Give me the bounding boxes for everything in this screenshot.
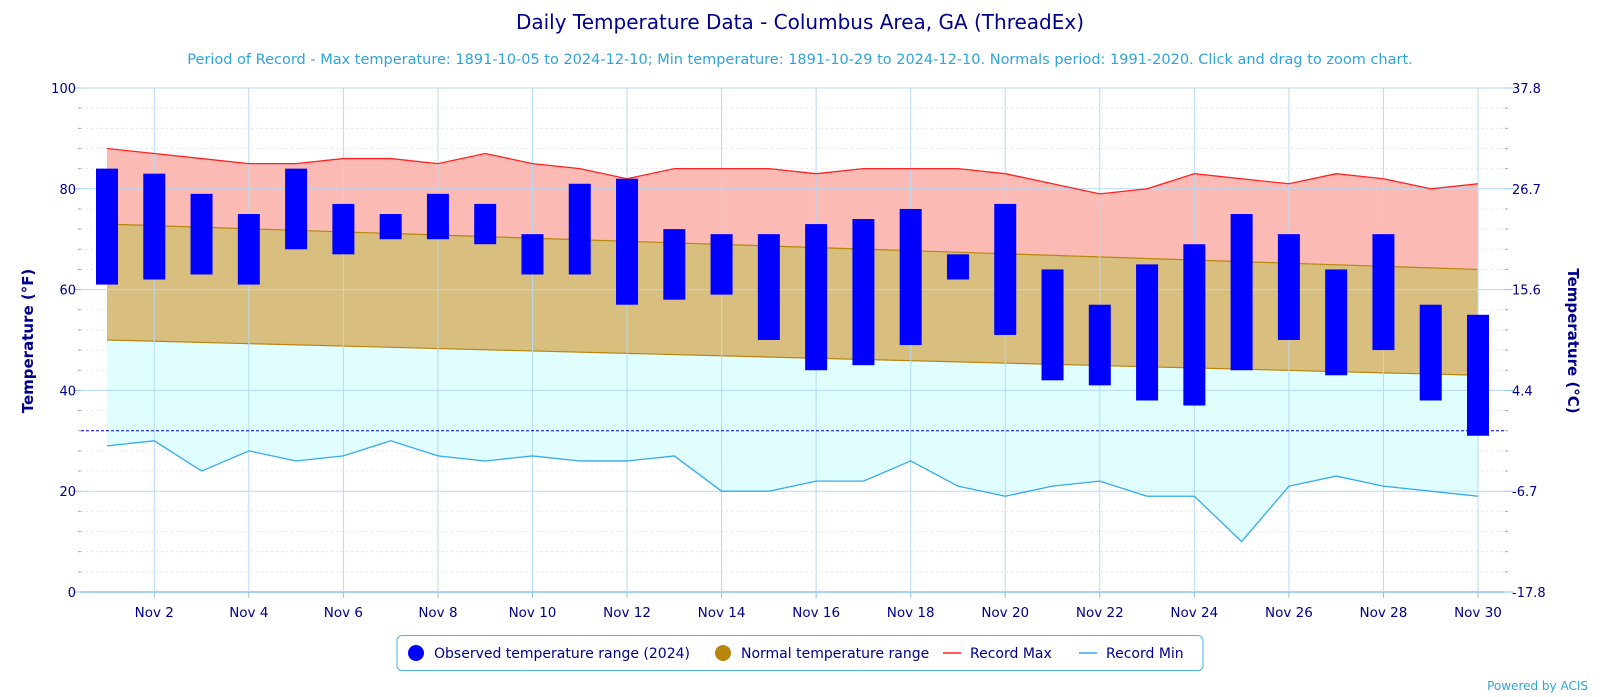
y-axis-label-left: Temperature (°F) xyxy=(19,269,37,414)
y-tick-label-right: -6.7 xyxy=(1512,485,1537,500)
x-tick-label: Nov 4 xyxy=(229,605,268,621)
x-tick-label: Nov 30 xyxy=(1454,605,1502,621)
observed-range-bar[interactable] xyxy=(994,203,1017,335)
legend-marker xyxy=(408,645,424,661)
observed-range-bar[interactable] xyxy=(1325,269,1348,376)
legend-label: Observed temperature range (2024) xyxy=(434,646,690,662)
y-tick-label-right: 26.7 xyxy=(1512,183,1541,198)
x-tick-label: Nov 2 xyxy=(135,605,174,621)
x-tick-label: Nov 22 xyxy=(1076,605,1124,621)
observed-range-bar[interactable] xyxy=(1136,264,1159,401)
normal-range-band xyxy=(107,224,1478,376)
observed-range-bar[interactable] xyxy=(237,214,260,285)
observed-range-bar[interactable] xyxy=(710,234,733,295)
observed-range-bar[interactable] xyxy=(96,168,118,285)
y-tick-label-left: 40 xyxy=(59,384,76,399)
observed-range-bar[interactable] xyxy=(946,254,969,280)
x-tick-label: Nov 28 xyxy=(1360,605,1408,621)
observed-range-bar[interactable] xyxy=(1088,304,1111,386)
legend-marker xyxy=(715,645,731,661)
legend-item-record-max[interactable]: Record Max xyxy=(943,646,1052,662)
x-tick-label: Nov 8 xyxy=(418,605,457,621)
legend-label: Normal temperature range xyxy=(741,646,929,662)
observed-range-bar[interactable] xyxy=(757,234,780,340)
y-tick-label-right: -17.8 xyxy=(1512,586,1546,601)
record-min-line xyxy=(106,440,1479,543)
observed-range-bar[interactable] xyxy=(1419,304,1442,401)
observed-range-bar[interactable] xyxy=(1372,234,1395,351)
chart-title: Daily Temperature Data - Columbus Area, … xyxy=(516,10,1084,34)
legend-label: Record Max xyxy=(970,646,1052,662)
record-max-area xyxy=(107,148,1478,270)
observed-range-bar[interactable] xyxy=(190,193,213,275)
legend-item-record-min[interactable]: Record Min xyxy=(1079,646,1184,662)
observed-range-bar[interactable] xyxy=(521,234,544,275)
y-tick-label-left: 60 xyxy=(59,284,76,299)
observed-range-bar[interactable] xyxy=(805,224,828,371)
y-tick-label-right: 4.4 xyxy=(1512,384,1533,399)
x-tick-label: Nov 26 xyxy=(1265,605,1313,621)
y-tick-label-left: 20 xyxy=(59,485,76,500)
observed-range-bar[interactable] xyxy=(1041,269,1064,381)
x-tick-label: Nov 6 xyxy=(324,605,363,621)
observed-range-bar[interactable] xyxy=(663,229,686,300)
credit-link[interactable]: Powered by ACIS xyxy=(1487,679,1588,693)
y-tick-label-right: 37.8 xyxy=(1512,82,1541,97)
y-axis-label-right: Temperature (°C) xyxy=(1564,268,1582,413)
y-tick-label-left: 0 xyxy=(68,586,76,601)
y-tick-label-right: 15.6 xyxy=(1512,284,1541,299)
observed-range-bar[interactable] xyxy=(379,214,402,240)
legend-item-normal[interactable]: Normal temperature range xyxy=(715,645,929,662)
observed-range-bar[interactable] xyxy=(1230,214,1253,371)
x-tick-label: Nov 18 xyxy=(887,605,935,621)
observed-range-bar[interactable] xyxy=(474,203,497,245)
x-tick-label: Nov 10 xyxy=(509,605,557,621)
observed-range-bar[interactable] xyxy=(1183,244,1206,406)
observed-range-bar[interactable] xyxy=(332,203,355,255)
x-tick-label: Nov 20 xyxy=(981,605,1029,621)
x-tick-label: Nov 16 xyxy=(792,605,840,621)
observed-range-bar[interactable] xyxy=(899,208,922,346)
x-tick-label: Nov 12 xyxy=(603,605,651,621)
observed-range-bar[interactable] xyxy=(285,168,308,250)
x-tick-label: Nov 24 xyxy=(1170,605,1218,621)
record-max-line xyxy=(106,147,1479,195)
observed-range-bar[interactable] xyxy=(616,178,639,305)
legend-label: Record Min xyxy=(1106,646,1184,662)
y-tick-label-left: 80 xyxy=(59,183,76,198)
observed-range-bar[interactable] xyxy=(426,193,449,240)
observed-range-bar[interactable] xyxy=(143,173,166,280)
observed-range-bar[interactable] xyxy=(1277,234,1300,340)
legend-box xyxy=(396,635,1204,671)
legend-item-observed[interactable]: Observed temperature range (2024) xyxy=(408,645,690,662)
chart-subtitle: Period of Record - Max temperature: 1891… xyxy=(187,52,1413,68)
observed-range-bar[interactable] xyxy=(852,219,875,366)
x-tick-label: Nov 14 xyxy=(698,605,746,621)
observed-range-bar[interactable] xyxy=(1467,314,1489,436)
observed-range-bar[interactable] xyxy=(568,183,591,275)
y-tick-label-left: 100 xyxy=(51,82,76,97)
